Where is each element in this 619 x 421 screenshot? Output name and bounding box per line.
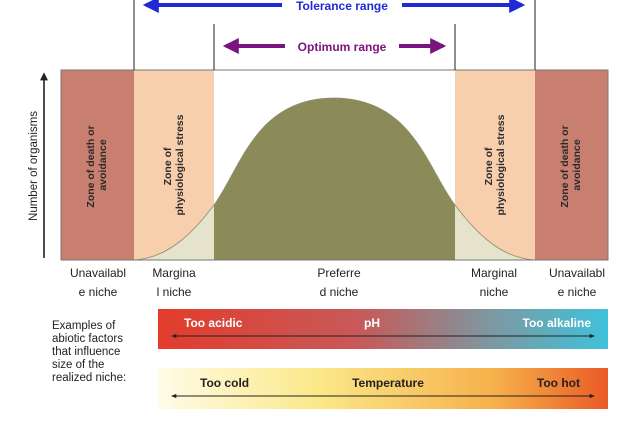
examples-line: that influence [52, 346, 121, 358]
niche-label-unavailable-right: Unavailabl e niche [538, 264, 616, 302]
optimum-range-label: Optimum range [298, 40, 387, 54]
ph-too-alkaline: Too alkaline [523, 316, 592, 330]
curve-tail-left [134, 205, 214, 260]
niche-line: l niche [156, 285, 192, 299]
examples-line: abiotic factors [52, 333, 123, 345]
niche-line: Margina [152, 266, 196, 280]
ph-too-acidic: Too acidic [184, 316, 243, 330]
niche-line: Unavailabl [548, 266, 606, 280]
niche-line: d niche [319, 285, 359, 299]
plot-frame [60, 69, 609, 261]
niche-line: Marginal [470, 266, 518, 280]
niche-line: niche [479, 285, 509, 299]
examples-line: size of the [52, 359, 105, 371]
ph-bar [158, 309, 608, 349]
zone-label-death-right: Zone of death or avoidance [559, 122, 583, 207]
zone-death-right [535, 70, 608, 260]
niche-label-preferred: Preferre d niche [294, 264, 384, 302]
temp-label: Temperature [352, 376, 424, 390]
niche-label-marginal-left: Margina l niche [134, 264, 214, 302]
niche-label-unavailable-left: Unavailabl e niche [58, 264, 138, 302]
examples-label: Examples of abiotic factors that influen… [52, 320, 156, 385]
temp-too-hot: Too hot [537, 376, 580, 390]
ph-label: pH [364, 316, 380, 330]
temp-too-cold: Too cold [200, 376, 249, 390]
bell-curve-outline [133, 97, 536, 261]
zone-label-death-left: Zone of death or avoidance [85, 122, 109, 207]
niche-label-marginal-right: Marginal niche [454, 264, 534, 302]
niche-line: Preferre [317, 266, 361, 280]
niche-line: e niche [557, 285, 597, 299]
y-axis-label: Number of organisms [28, 111, 40, 221]
zone-label-stress-right: Zone of physiological stress [483, 114, 507, 215]
zone-death-left [61, 70, 134, 260]
niche-line: e niche [78, 285, 118, 299]
examples-line: Examples of [52, 320, 116, 332]
temperature-bar [158, 368, 608, 409]
curve-tail-right [455, 205, 535, 260]
bell-curve [214, 98, 455, 260]
tolerance-range-label: Tolerance range [296, 0, 388, 13]
niche-line: Unavailabl [69, 266, 127, 280]
zone-label-stress-left: Zone of physiological stress [162, 114, 186, 215]
examples-line: realized niche: [52, 372, 127, 384]
